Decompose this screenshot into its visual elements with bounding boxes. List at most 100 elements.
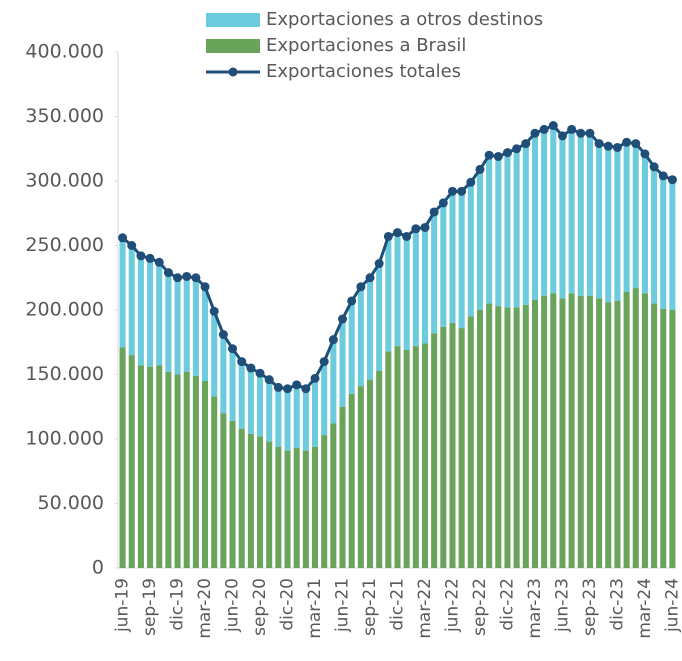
legend-label: Exportaciones a otros destinos: [266, 9, 543, 30]
bar: [623, 142, 630, 292]
bar: [266, 379, 273, 442]
bar: [293, 448, 300, 568]
bar: [596, 298, 603, 568]
line-marker: [127, 241, 137, 250]
x-tick-label: mar-23: [525, 578, 545, 639]
bar: [605, 146, 612, 303]
bar: [559, 298, 566, 568]
bar: [174, 374, 181, 568]
bar: [632, 288, 639, 568]
bar: [458, 191, 465, 329]
bar: [284, 450, 291, 568]
y-tick-label: 350.000: [25, 105, 104, 127]
bar: [330, 339, 337, 424]
bar: [641, 153, 648, 294]
line-marker: [493, 151, 503, 161]
bar: [257, 436, 264, 568]
line-marker: [484, 150, 494, 160]
line-marker: [154, 257, 164, 267]
line-marker: [548, 121, 558, 131]
x-tick-label: dic-23: [607, 578, 627, 631]
bar: [513, 307, 520, 568]
bar: [366, 277, 374, 380]
bar: [431, 211, 438, 334]
bar: [449, 322, 456, 568]
bar: [183, 371, 190, 568]
bar: [495, 156, 502, 307]
bar: [321, 361, 328, 436]
bar: [467, 182, 474, 317]
bar: [660, 175, 667, 309]
bar: [238, 428, 245, 568]
line-marker: [631, 139, 641, 149]
bar: [366, 379, 374, 568]
line-marker: [173, 273, 183, 283]
bar: [440, 202, 447, 327]
bar: [128, 245, 135, 356]
line-marker: [118, 233, 128, 243]
x-tick-label: sep-20: [250, 578, 270, 636]
line-marker: [264, 375, 274, 385]
bar: [495, 306, 502, 568]
bar: [541, 295, 548, 568]
bar: [376, 370, 383, 568]
bar: [312, 378, 319, 447]
line-marker: [429, 207, 439, 217]
line-marker: [237, 357, 247, 367]
legend-swatch: [228, 67, 238, 77]
bar: [467, 316, 474, 568]
bar: [522, 304, 529, 568]
bar: [339, 319, 346, 407]
line-marker: [567, 124, 577, 134]
bar: [412, 346, 419, 568]
x-tick-label: mar-22: [415, 578, 435, 639]
line-marker: [182, 271, 192, 281]
line-marker: [328, 335, 338, 345]
line-marker: [512, 144, 522, 154]
bar: [449, 191, 456, 323]
bar: [302, 450, 309, 568]
x-tick-label: dic-19: [168, 578, 188, 631]
line-marker: [191, 273, 201, 283]
bar: [293, 384, 300, 449]
bar: [669, 310, 676, 568]
x-tick-label: jun-19: [113, 578, 133, 633]
bar: [321, 435, 328, 568]
bar: [247, 433, 254, 568]
bar: [623, 291, 630, 568]
line-marker: [521, 139, 531, 149]
x-tick-label: sep-21: [360, 578, 380, 636]
bar: [513, 148, 520, 308]
line-marker: [502, 148, 512, 158]
bar: [174, 277, 181, 375]
line-marker: [273, 382, 283, 392]
bar: [660, 308, 667, 568]
y-tick-label: 0: [92, 557, 104, 579]
line-marker: [576, 128, 586, 138]
line-marker: [402, 231, 412, 241]
x-tick-label: jun-23: [552, 578, 572, 633]
line-marker: [383, 231, 393, 241]
bar: [312, 446, 319, 568]
bar: [421, 227, 429, 344]
bar: [412, 228, 419, 347]
bar: [238, 361, 245, 429]
bar: [385, 351, 392, 568]
x-tick-label: mar-21: [305, 578, 325, 639]
line-marker: [136, 251, 146, 261]
line-marker: [310, 373, 320, 383]
legend-swatch: [206, 39, 260, 53]
bar: [348, 300, 355, 394]
x-tick-label: dic-22: [497, 578, 517, 631]
bar: [632, 143, 639, 289]
bar: [577, 133, 584, 296]
bar: [302, 388, 309, 451]
y-tick-label: 200.000: [25, 299, 104, 321]
line-marker: [374, 259, 384, 269]
x-tick-label: sep-22: [470, 578, 490, 636]
bar: [357, 386, 364, 568]
bar: [202, 380, 209, 568]
line-marker: [539, 124, 549, 134]
line-marker: [622, 137, 632, 147]
bar: [202, 286, 209, 381]
